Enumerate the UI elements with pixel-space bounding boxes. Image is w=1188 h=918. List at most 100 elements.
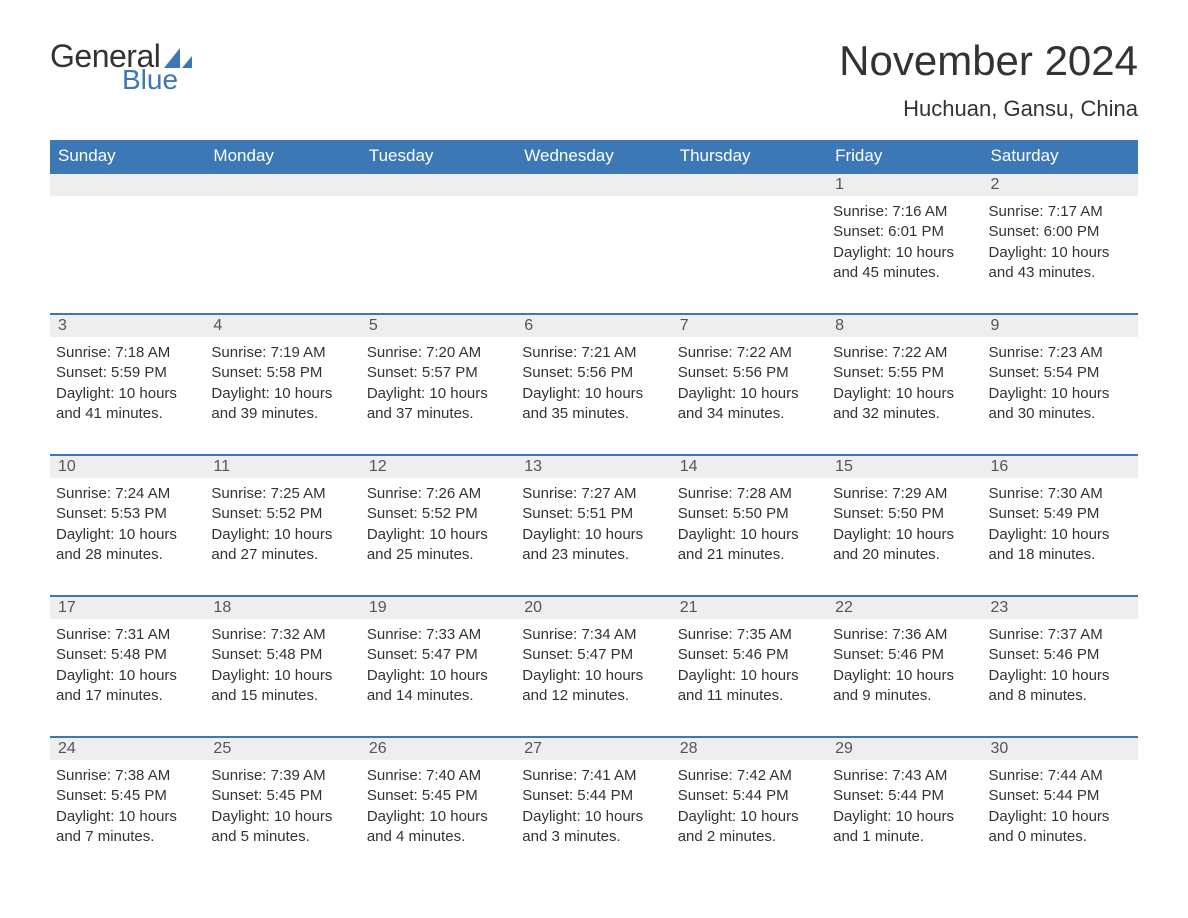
day-sunrise: Sunrise: 7:44 AM (989, 766, 1130, 786)
day-sunrise: Sunrise: 7:38 AM (56, 766, 197, 786)
col-friday: Friday (827, 140, 982, 173)
day-sunset: Sunset: 5:50 PM (678, 504, 819, 524)
day-sunset: Sunset: 5:49 PM (989, 504, 1130, 524)
day-sunrise: Sunrise: 7:43 AM (833, 766, 974, 786)
day-daylight2: and 27 minutes. (211, 545, 352, 565)
day-number: 5 (361, 314, 516, 337)
day-details: Sunrise: 7:17 AMSunset: 6:00 PMDaylight:… (983, 196, 1138, 314)
day-sunrise: Sunrise: 7:35 AM (678, 625, 819, 645)
day-daylight1: Daylight: 10 hours (989, 525, 1130, 545)
day-daylight2: and 15 minutes. (211, 686, 352, 706)
day-daylight1: Daylight: 10 hours (989, 243, 1130, 263)
day-number: 25 (205, 737, 360, 760)
day-daylight1: Daylight: 10 hours (56, 807, 197, 827)
day-daylight2: and 11 minutes. (678, 686, 819, 706)
day-daylight2: and 14 minutes. (367, 686, 508, 706)
day-details: Sunrise: 7:29 AMSunset: 5:50 PMDaylight:… (827, 478, 982, 596)
day-details: Sunrise: 7:43 AMSunset: 5:44 PMDaylight:… (827, 760, 982, 877)
day-sunset: Sunset: 5:48 PM (56, 645, 197, 665)
day-daylight1: Daylight: 10 hours (678, 666, 819, 686)
day-sunrise: Sunrise: 7:24 AM (56, 484, 197, 504)
detail-row: Sunrise: 7:16 AMSunset: 6:01 PMDaylight:… (50, 196, 1138, 314)
day-details: Sunrise: 7:26 AMSunset: 5:52 PMDaylight:… (361, 478, 516, 596)
day-sunrise: Sunrise: 7:36 AM (833, 625, 974, 645)
day-number: 16 (983, 455, 1138, 478)
day-sunset: Sunset: 5:45 PM (56, 786, 197, 806)
day-daylight1: Daylight: 10 hours (211, 666, 352, 686)
day-number: 7 (672, 314, 827, 337)
day-number: 14 (672, 455, 827, 478)
day-daylight1: Daylight: 10 hours (989, 384, 1130, 404)
day-number: 24 (50, 737, 205, 760)
day-sunset: Sunset: 6:00 PM (989, 222, 1130, 242)
day-sunrise: Sunrise: 7:25 AM (211, 484, 352, 504)
day-number: 4 (205, 314, 360, 337)
day-number: 27 (516, 737, 671, 760)
day-daylight1: Daylight: 10 hours (522, 807, 663, 827)
col-tuesday: Tuesday (361, 140, 516, 173)
day-details: Sunrise: 7:19 AMSunset: 5:58 PMDaylight:… (205, 337, 360, 455)
day-number: 22 (827, 596, 982, 619)
day-daylight2: and 41 minutes. (56, 404, 197, 424)
day-daylight1: Daylight: 10 hours (367, 525, 508, 545)
day-daylight1: Daylight: 10 hours (211, 807, 352, 827)
day-daylight2: and 3 minutes. (522, 827, 663, 847)
day-details: Sunrise: 7:30 AMSunset: 5:49 PMDaylight:… (983, 478, 1138, 596)
day-details: Sunrise: 7:23 AMSunset: 5:54 PMDaylight:… (983, 337, 1138, 455)
day-number: 19 (361, 596, 516, 619)
brand-logo: General Blue (50, 40, 192, 94)
day-sunrise: Sunrise: 7:28 AM (678, 484, 819, 504)
day-daylight2: and 28 minutes. (56, 545, 197, 565)
day-daylight1: Daylight: 10 hours (989, 666, 1130, 686)
day-details: Sunrise: 7:44 AMSunset: 5:44 PMDaylight:… (983, 760, 1138, 877)
day-details: Sunrise: 7:28 AMSunset: 5:50 PMDaylight:… (672, 478, 827, 596)
page-header: General Blue November 2024 Huchuan, Gans… (50, 40, 1138, 122)
day-details: Sunrise: 7:16 AMSunset: 6:01 PMDaylight:… (827, 196, 982, 314)
empty-cell (205, 196, 360, 314)
day-daylight1: Daylight: 10 hours (833, 807, 974, 827)
day-details: Sunrise: 7:21 AMSunset: 5:56 PMDaylight:… (516, 337, 671, 455)
day-daylight2: and 18 minutes. (989, 545, 1130, 565)
day-number: 20 (516, 596, 671, 619)
day-sunrise: Sunrise: 7:18 AM (56, 343, 197, 363)
day-sunrise: Sunrise: 7:37 AM (989, 625, 1130, 645)
daynum-row: 3456789 (50, 314, 1138, 337)
day-sunrise: Sunrise: 7:29 AM (833, 484, 974, 504)
day-sunset: Sunset: 5:44 PM (833, 786, 974, 806)
day-sunrise: Sunrise: 7:20 AM (367, 343, 508, 363)
empty-cell (50, 196, 205, 314)
col-wednesday: Wednesday (516, 140, 671, 173)
day-details: Sunrise: 7:35 AMSunset: 5:46 PMDaylight:… (672, 619, 827, 737)
day-sunrise: Sunrise: 7:17 AM (989, 202, 1130, 222)
day-sunset: Sunset: 5:59 PM (56, 363, 197, 383)
day-sunrise: Sunrise: 7:23 AM (989, 343, 1130, 363)
weekday-header-row: Sunday Monday Tuesday Wednesday Thursday… (50, 140, 1138, 173)
day-daylight2: and 7 minutes. (56, 827, 197, 847)
day-sunset: Sunset: 5:55 PM (833, 363, 974, 383)
day-sunrise: Sunrise: 7:33 AM (367, 625, 508, 645)
day-sunrise: Sunrise: 7:22 AM (678, 343, 819, 363)
day-number: 12 (361, 455, 516, 478)
day-sunset: Sunset: 5:46 PM (989, 645, 1130, 665)
detail-row: Sunrise: 7:18 AMSunset: 5:59 PM Daylight:… (50, 337, 1138, 455)
day-daylight1: Daylight: 10 hours (522, 666, 663, 686)
day-daylight1: Daylight: 10 hours (211, 384, 352, 404)
day-number: 28 (672, 737, 827, 760)
detail-row: Sunrise: 7:38 AMSunset: 5:45 PMDaylight:… (50, 760, 1138, 877)
day-sunset: Sunset: 5:56 PM (522, 363, 663, 383)
day-daylight1: Daylight: 10 hours (833, 243, 974, 263)
day-sunset: Sunset: 5:57 PM (367, 363, 508, 383)
day-daylight1: Daylight: 10 hours (367, 666, 508, 686)
daynum-row: 12 (50, 173, 1138, 196)
empty-cell (361, 196, 516, 314)
day-number: 26 (361, 737, 516, 760)
day-daylight1: Daylight: 10 hours (56, 525, 197, 545)
day-number: 10 (50, 455, 205, 478)
day-daylight2: and 32 minutes. (833, 404, 974, 424)
day-sunset: Sunset: 5:52 PM (211, 504, 352, 524)
col-sunday: Sunday (50, 140, 205, 173)
day-sunset: Sunset: 5:54 PM (989, 363, 1130, 383)
day-sunset: Sunset: 5:45 PM (367, 786, 508, 806)
day-number: 29 (827, 737, 982, 760)
day-number: 9 (983, 314, 1138, 337)
